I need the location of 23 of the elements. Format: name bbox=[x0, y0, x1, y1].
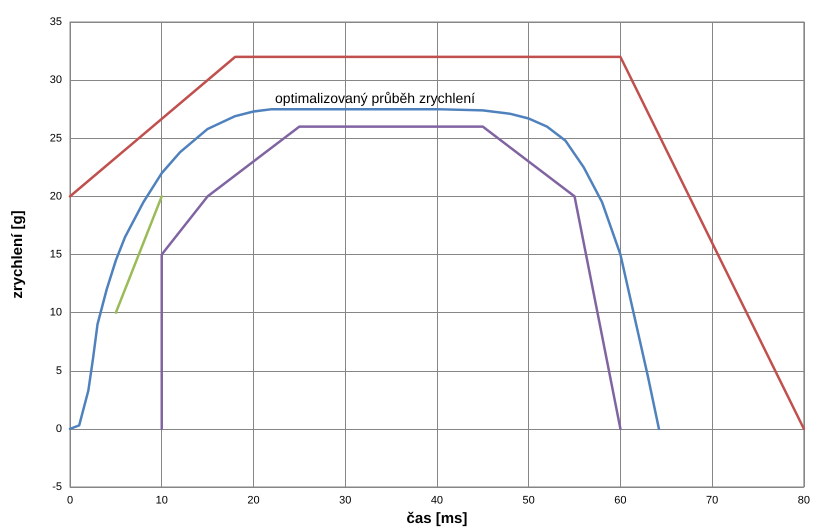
x-axis-title: čas [ms] bbox=[406, 510, 468, 527]
line-series bbox=[68, 108, 660, 430]
y-tick-label: 35 bbox=[50, 16, 62, 28]
y-tick-label: -5 bbox=[52, 481, 62, 493]
x-tick-label: 50 bbox=[522, 494, 535, 506]
x-tick-label: 10 bbox=[156, 494, 168, 506]
y-tick-label: 15 bbox=[50, 248, 62, 260]
line-series bbox=[160, 125, 622, 430]
y-axis-title: zrychlení [g] bbox=[9, 210, 26, 299]
y-tick-label: 5 bbox=[56, 364, 62, 377]
x-tick-label: 20 bbox=[247, 494, 260, 506]
x-tick-label: 30 bbox=[339, 494, 352, 506]
annotation: optimalizovaný průběh zrychlení bbox=[275, 90, 476, 106]
y-tick-label: 0 bbox=[56, 422, 62, 435]
x-tick-label: 60 bbox=[614, 494, 627, 506]
y-tick-label: 25 bbox=[50, 132, 62, 144]
x-tick-label: 80 bbox=[798, 494, 810, 506]
x-tick-label: 0 bbox=[66, 494, 74, 506]
x-tick-label: 70 bbox=[706, 494, 718, 506]
y-tick-label: 30 bbox=[50, 74, 62, 86]
y-tick-label: 20 bbox=[50, 190, 62, 202]
x-tick-label: 40 bbox=[430, 494, 444, 506]
y-tick-label: 10 bbox=[50, 306, 62, 319]
